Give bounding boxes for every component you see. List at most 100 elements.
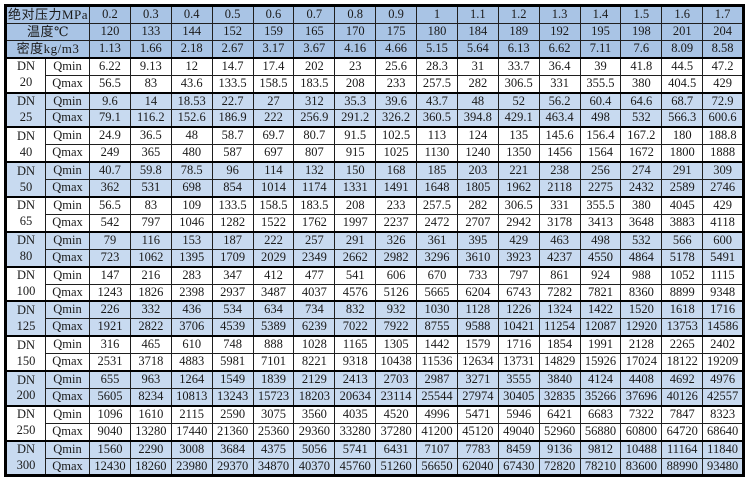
dn-prefix: DN	[16, 442, 36, 457]
qmax-value: 1962	[497, 179, 540, 198]
qmax-value: 19209	[702, 353, 744, 372]
qmax-value: 32835	[538, 387, 581, 407]
qmax-value: 5665	[416, 283, 458, 302]
density-value: 4.66	[375, 39, 417, 59]
qmin-value: 1991	[579, 335, 622, 355]
qmin-value: 566	[661, 230, 704, 250]
qmin-value: 188.8	[702, 126, 744, 146]
qmin-value: 395	[456, 230, 499, 250]
qmax-value: 4237	[538, 248, 581, 268]
qmax-value: 10438	[375, 353, 417, 372]
qmin-value: 168	[375, 161, 417, 181]
qmax-value: 5126	[375, 283, 417, 302]
qmin-value: 43.7	[416, 91, 458, 111]
qmax-value: 12087	[579, 318, 622, 337]
qmax-value: 1921	[89, 318, 131, 337]
qmin-value: 60.4	[579, 91, 622, 111]
qmax-value: 49040	[497, 422, 540, 442]
qmin-value: 1115	[702, 265, 744, 285]
qmin-label: Qmin	[45, 404, 90, 424]
qmax-value: 5981	[211, 353, 254, 372]
qmax-value: 854	[211, 179, 254, 198]
qmin-value: 606	[375, 265, 417, 285]
qmin-value: 64.6	[620, 91, 663, 111]
temperature-value: 201	[661, 22, 704, 41]
qmax-label: Qmax	[45, 213, 90, 233]
qmax-value: 83600	[620, 457, 663, 477]
qmin-value: 600	[702, 230, 744, 250]
qmax-value: 1350	[497, 144, 540, 163]
qmin-value: 33.7	[497, 56, 540, 76]
qmin-value: 79	[89, 230, 131, 250]
qmax-value: 4539	[211, 318, 254, 337]
qmax-value: 3648	[620, 213, 663, 233]
qmax-value: 1709	[211, 248, 254, 268]
qmin-value: 167.2	[620, 126, 663, 146]
density-label: 密度kg/m3	[5, 39, 90, 59]
dn-80-qmin-row: DN 80 Qmin 79 116 153 187 222 257 291 326 361 395 429…	[5, 230, 744, 268]
qmin-value: 4996	[416, 404, 458, 424]
temperature-label: 温度℃	[5, 22, 90, 41]
qmax-value: 56650	[416, 457, 458, 477]
qmax-value: 8234	[129, 387, 172, 407]
qmax-value: 8755	[416, 318, 458, 337]
qmin-label: Qmin	[45, 230, 90, 250]
qmin-value: 147	[89, 265, 131, 285]
qmin-value: 124	[456, 126, 499, 146]
qmin-value: 183.5	[293, 195, 336, 215]
qmin-value: 2703	[375, 370, 417, 389]
qmin-label: Qmin	[45, 265, 90, 285]
qmin-value: 4976	[702, 370, 744, 389]
qmax-value: 13243	[211, 387, 254, 407]
qmin-value: 153	[170, 230, 213, 250]
qmin-value: 1579	[456, 335, 499, 355]
qmax-value: 4118	[702, 213, 744, 233]
qmin-value: 1610	[129, 404, 172, 424]
qmin-value: 2290	[129, 439, 172, 459]
dn-80-qmax-row: Qmax 723 1062 1395 1709 2029 2349 2662 2982 3296 3…	[6, 248, 744, 268]
qmin-value: 7847	[661, 404, 704, 424]
qmax-value: 1046	[170, 213, 213, 233]
qmin-value: 331	[538, 195, 581, 215]
qmin-value: 429	[497, 230, 540, 250]
qmin-value: 734	[293, 300, 336, 320]
qmax-value: 797	[129, 213, 172, 233]
qmin-value: 634	[252, 300, 295, 320]
qmax-label: Qmax	[45, 457, 90, 477]
qmax-value: 1331	[334, 179, 377, 198]
qmax-value: 4883	[170, 353, 213, 372]
qmax-value: 14829	[538, 353, 581, 372]
qmin-value: 2129	[293, 370, 336, 389]
qmax-value: 249	[89, 144, 131, 163]
qmax-value: 1025	[375, 144, 417, 163]
qmin-value: 1030	[416, 300, 458, 320]
qmax-value: 6743	[497, 283, 540, 302]
qmin-value: 963	[129, 370, 172, 389]
qmin-value: 257	[293, 230, 336, 250]
qmin-value: 56.5	[89, 195, 131, 215]
qmin-value: 56.2	[538, 91, 581, 111]
temperature-value: 170	[334, 22, 377, 41]
temperature-value: 175	[375, 22, 417, 41]
qmin-value: 2265	[661, 335, 704, 355]
qmin-label: Qmin	[45, 335, 90, 355]
density-value: 6.62	[538, 39, 581, 59]
qmax-value: 17440	[170, 422, 213, 442]
pressure-value: 0.4	[170, 5, 213, 24]
qmax-value: 3413	[579, 213, 622, 233]
qmax-label: Qmax	[45, 318, 90, 337]
qmin-value: 5741	[334, 439, 377, 459]
qmin-value: 1226	[497, 300, 540, 320]
pressure-value: 1.4	[579, 5, 622, 24]
pressure-value: 1.2	[497, 5, 540, 24]
qmax-value: 2398	[170, 283, 213, 302]
qmax-value: 1062	[129, 248, 172, 268]
dn-prefix: DN	[16, 407, 36, 422]
pressure-value: 1.5	[620, 5, 663, 24]
qmax-value: 4576	[334, 283, 377, 302]
qmax-value: 12430	[89, 457, 131, 477]
qmax-value: 498	[579, 109, 622, 128]
qmin-value: 257.5	[416, 195, 458, 215]
qmin-value: 221	[497, 161, 540, 181]
qmax-value: 30405	[497, 387, 540, 407]
